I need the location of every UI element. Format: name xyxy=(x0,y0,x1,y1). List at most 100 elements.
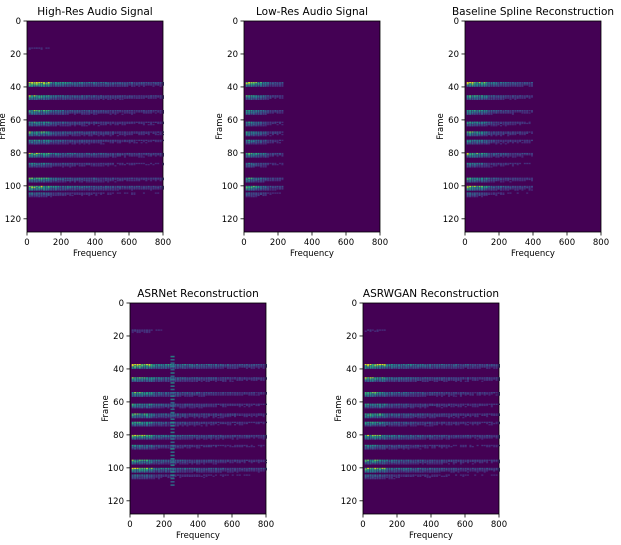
heatmap-cell xyxy=(514,185,517,188)
heatmap-cell xyxy=(71,123,74,126)
heatmap-cell xyxy=(57,82,60,84)
heatmap-cell xyxy=(521,188,524,190)
heatmap-cell xyxy=(142,84,145,86)
heatmap-cell xyxy=(471,179,474,182)
heatmap-cell xyxy=(131,364,134,366)
heatmap-cell xyxy=(35,154,38,156)
heatmap-cell xyxy=(236,403,239,405)
heatmap-cell xyxy=(262,421,265,424)
heatmap-cell xyxy=(281,139,284,142)
heatmap-cell xyxy=(88,152,91,155)
heatmap-cell xyxy=(179,414,182,416)
heatmap-cell xyxy=(52,154,55,156)
heatmap-cell xyxy=(59,111,62,113)
heatmap-cell xyxy=(35,133,38,136)
heatmap-cell xyxy=(181,365,184,367)
x-tick-label: 0 xyxy=(462,238,467,248)
heatmap-cell xyxy=(238,414,241,416)
heatmap-cell xyxy=(250,436,253,438)
heatmap-cell xyxy=(162,378,165,380)
heatmap-cell xyxy=(502,97,505,99)
heatmap-cell xyxy=(260,123,262,126)
heatmap-cell xyxy=(257,121,260,123)
heatmap-cell xyxy=(146,393,148,395)
heatmap-cell xyxy=(200,425,203,427)
heatmap-cell xyxy=(62,132,64,134)
heatmap-cell xyxy=(138,178,141,181)
heatmap-cell xyxy=(78,85,81,87)
heatmap-cell xyxy=(50,195,53,198)
heatmap-cell xyxy=(54,134,57,137)
heatmap-cell xyxy=(143,405,146,408)
heatmap-cell xyxy=(248,155,251,157)
heatmap-cell xyxy=(255,96,258,98)
heatmap-cell xyxy=(219,434,222,437)
heatmap-cell xyxy=(483,178,486,181)
heatmap-cell xyxy=(193,379,196,381)
heatmap-cell xyxy=(107,139,110,142)
heatmap-cell xyxy=(279,142,281,144)
heatmap-cell xyxy=(495,98,498,100)
heatmap-cell xyxy=(64,152,67,155)
heatmap-cell xyxy=(241,404,244,407)
heatmap-cell xyxy=(76,193,79,195)
heatmap-cell xyxy=(76,95,79,97)
heatmap-cell xyxy=(69,125,72,127)
heatmap-cell xyxy=(141,378,144,380)
heatmap-cell xyxy=(90,82,93,84)
heatmap-cell xyxy=(172,407,175,409)
heatmap-cell xyxy=(138,403,141,405)
heatmap-cell xyxy=(153,436,156,438)
heatmap-cell xyxy=(516,162,519,165)
heatmap-cell xyxy=(481,139,483,142)
heatmap-cell xyxy=(165,392,167,394)
heatmap-cell xyxy=(186,421,189,424)
heatmap-cell xyxy=(104,123,107,126)
heatmap-cell xyxy=(76,110,79,112)
heatmap-cell xyxy=(119,192,122,194)
heatmap-cell xyxy=(483,155,486,157)
heatmap-cell xyxy=(160,434,163,437)
heatmap-cell xyxy=(90,84,93,86)
heatmap-cell xyxy=(483,163,486,166)
heatmap-cell xyxy=(500,189,502,191)
heatmap-cell xyxy=(133,131,136,133)
heatmap-cell xyxy=(248,97,251,99)
heatmap-cell xyxy=(274,131,277,133)
heatmap-cell xyxy=(90,177,93,179)
heatmap-cell xyxy=(502,96,505,98)
heatmap-cell xyxy=(514,179,517,182)
heatmap-cell xyxy=(255,112,258,114)
heatmap-cell xyxy=(76,111,79,113)
heatmap-cell xyxy=(531,178,533,181)
heatmap-cell xyxy=(73,154,76,156)
heatmap-cell xyxy=(485,112,488,114)
x-tick-label: 800 xyxy=(593,238,609,248)
heatmap-cell xyxy=(495,121,498,123)
heatmap-cell xyxy=(497,162,500,165)
heatmap-cell xyxy=(45,185,48,188)
heatmap-cell xyxy=(469,97,472,99)
heatmap-cell xyxy=(123,187,126,189)
heatmap-cell xyxy=(248,188,251,190)
heatmap-cell xyxy=(28,131,31,133)
heatmap-cell xyxy=(38,155,41,157)
heatmap-cell xyxy=(507,155,510,157)
heatmap-cell xyxy=(276,192,279,194)
heatmap-cell xyxy=(471,163,474,166)
heatmap-cell xyxy=(236,414,239,416)
heatmap-cell xyxy=(119,95,122,97)
heatmap-cell xyxy=(267,123,270,126)
heatmap-cell xyxy=(255,193,258,195)
heatmap-cell xyxy=(165,395,167,397)
heatmap-cell xyxy=(81,140,84,143)
heatmap-cell xyxy=(471,96,474,98)
heatmap-cell xyxy=(88,84,91,86)
heatmap-cell xyxy=(100,85,103,87)
heatmap-cell xyxy=(526,142,529,144)
heatmap-cell xyxy=(57,121,60,123)
heatmap-cell xyxy=(69,178,72,181)
heatmap-cell xyxy=(40,110,43,112)
heatmap-cell xyxy=(159,131,162,133)
